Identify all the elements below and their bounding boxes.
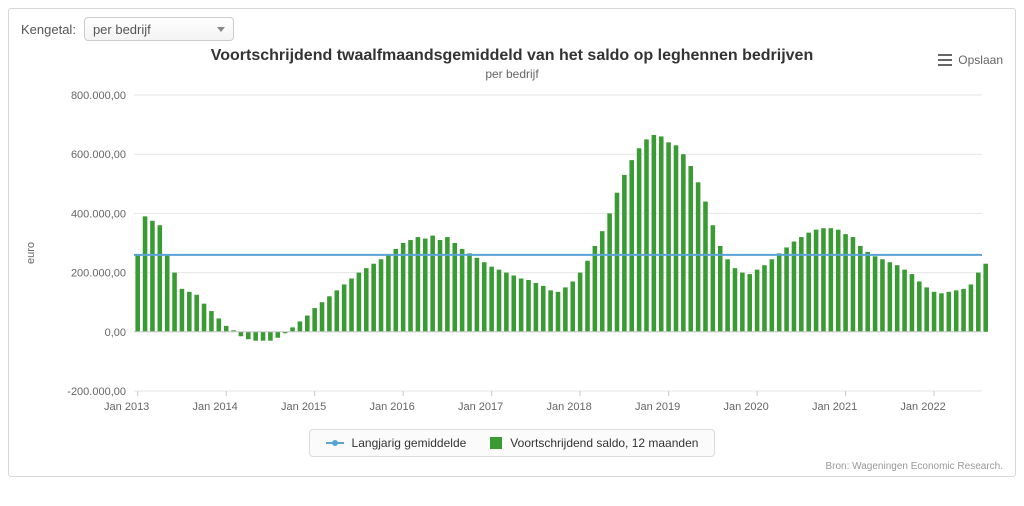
chart-svg: -200.000,00 0,00 200.000,00 400.000,00 600.0… bbox=[41, 87, 1003, 397]
legend-swatch-line bbox=[326, 442, 344, 444]
x-tick-label: Jan 2018 bbox=[546, 401, 591, 413]
x-tick-label: Jan 2021 bbox=[812, 401, 857, 413]
legend-line-label: Langjarig gemiddelde bbox=[352, 436, 467, 450]
svg-text:0,00: 0,00 bbox=[105, 327, 126, 339]
x-tick-label: Jan 2017 bbox=[458, 401, 503, 413]
x-tick-label: Jan 2016 bbox=[370, 401, 415, 413]
x-tick-label: Jan 2019 bbox=[635, 401, 680, 413]
control-label: Kengetal: bbox=[21, 22, 76, 37]
x-tick-label: Jan 2022 bbox=[900, 401, 945, 413]
chart-subtitle: per bedrijf bbox=[21, 67, 1003, 81]
legend-item-line[interactable]: Langjarig gemiddelde bbox=[326, 436, 467, 450]
select-value: per bedrijf bbox=[93, 22, 151, 37]
x-tick-label: Jan 2013 bbox=[104, 401, 149, 413]
x-axis-labels: Jan 2013 Jan 2014 Jan 2015 Jan 2016 Jan 2017… bbox=[41, 401, 981, 419]
kengetal-select[interactable]: per bedrijf bbox=[84, 17, 234, 41]
chevron-down-icon bbox=[217, 27, 225, 32]
source-credit: Bron: Wageningen Economic Research. bbox=[21, 461, 1003, 472]
svg-text:800.000,00: 800.000,00 bbox=[71, 90, 126, 102]
chart-area: euro -200.000,00 0,00 200.000,00 400.000,00… bbox=[21, 87, 1003, 419]
svg-text:600.000,00: 600.000,00 bbox=[71, 149, 126, 161]
y-axis-label: euro bbox=[25, 242, 37, 264]
legend-bar-label: Voortschrijdend saldo, 12 maanden bbox=[510, 436, 698, 450]
export-button[interactable]: Opslaan bbox=[938, 53, 1003, 67]
legend-swatch-bar bbox=[490, 437, 502, 449]
legend: Langjarig gemiddelde Voortschrijdend sal… bbox=[309, 429, 716, 457]
svg-text:-200.000,00: -200.000,00 bbox=[67, 386, 126, 397]
svg-text:400.000,00: 400.000,00 bbox=[71, 208, 126, 220]
menu-icon bbox=[938, 54, 952, 66]
x-tick-label: Jan 2020 bbox=[723, 401, 768, 413]
svg-text:200.000,00: 200.000,00 bbox=[71, 268, 126, 280]
legend-item-bar[interactable]: Voortschrijdend saldo, 12 maanden bbox=[490, 436, 698, 450]
chart-header: Voortschrijdend twaalfmaandsgemiddeld va… bbox=[21, 47, 1003, 81]
chart-title: Voortschrijdend twaalfmaandsgemiddeld va… bbox=[21, 47, 1003, 65]
x-tick-label: Jan 2014 bbox=[193, 401, 238, 413]
export-label: Opslaan bbox=[958, 53, 1003, 67]
x-tick-label: Jan 2015 bbox=[281, 401, 326, 413]
y-axis-label-container: euro bbox=[21, 87, 41, 419]
chart-widget: Kengetal: per bedrijf Voortschrijdend tw… bbox=[8, 8, 1016, 477]
control-row: Kengetal: per bedrijf bbox=[21, 17, 1003, 41]
